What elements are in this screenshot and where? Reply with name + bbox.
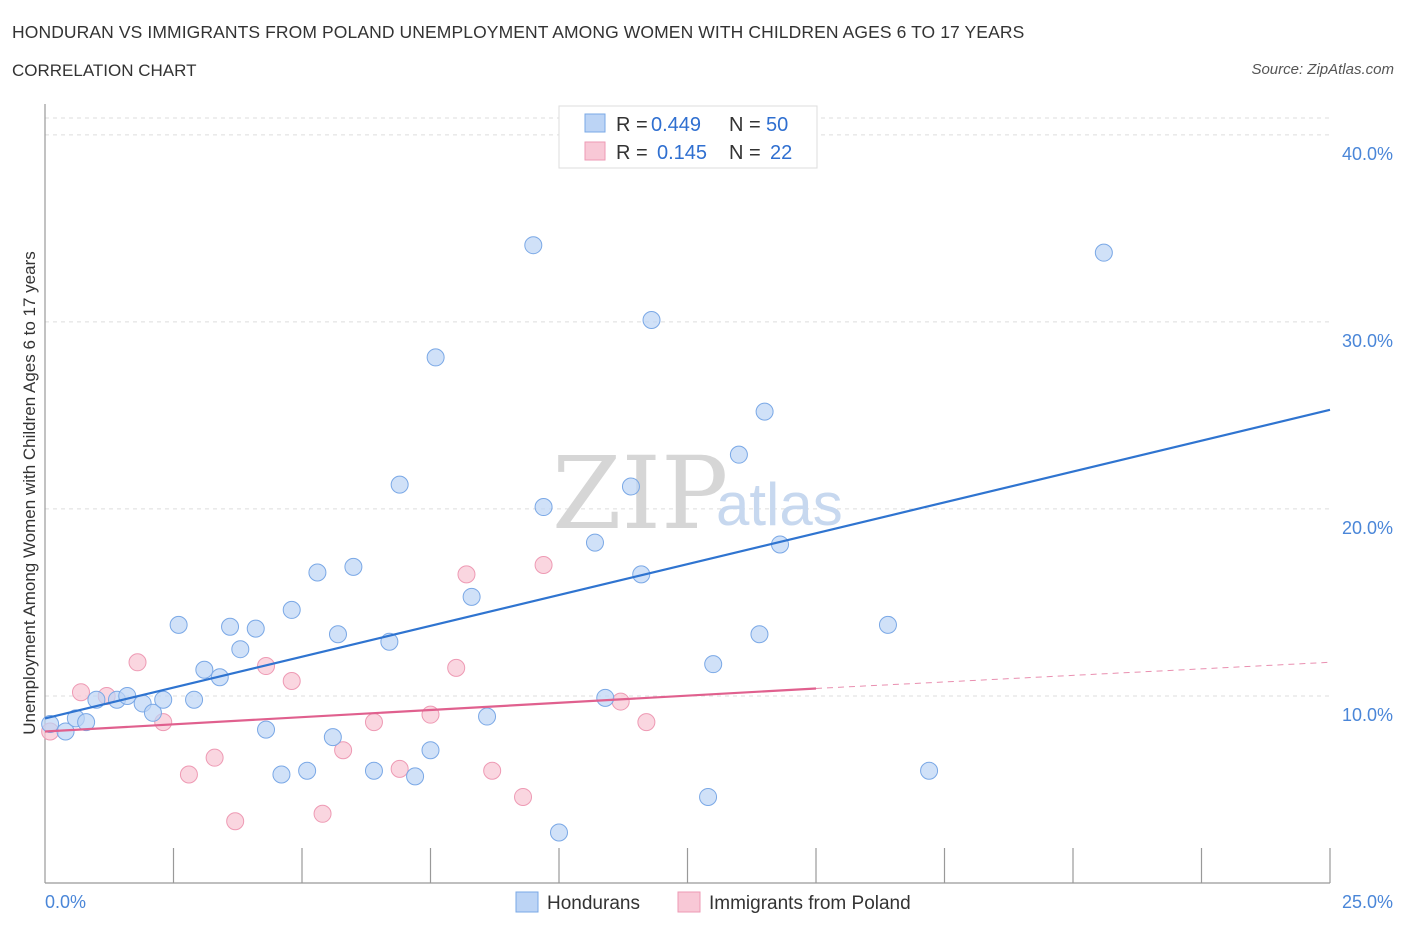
honduran-point bbox=[323, 728, 342, 747]
honduran-point bbox=[308, 563, 327, 582]
chart-title: HONDURAN VS IMMIGRANTS FROM POLAND UNEMP… bbox=[12, 22, 1025, 42]
honduran-point bbox=[406, 767, 425, 786]
honduran-point bbox=[755, 402, 774, 421]
honduran-point bbox=[1094, 243, 1113, 262]
y-axis-label: Unemployment Among Women with Children A… bbox=[20, 251, 39, 735]
honduran-point bbox=[231, 640, 250, 659]
series-hondurans-points bbox=[41, 236, 1113, 842]
honduran-point bbox=[621, 477, 640, 496]
honduran-point bbox=[704, 655, 723, 674]
y-tick-labels: 10.0% 20.0% 30.0% 40.0% bbox=[1342, 144, 1393, 725]
honduran-point bbox=[41, 715, 60, 734]
poland-point bbox=[483, 761, 502, 780]
poland-point bbox=[637, 713, 656, 732]
bottom-legend: Hondurans Immigrants from Poland bbox=[515, 891, 911, 914]
legend-r-label-2: R = bbox=[616, 142, 648, 164]
honduran-point bbox=[750, 625, 769, 644]
legend-box: R = 0.449 N = 50 R = 0.145 N = 22 bbox=[558, 105, 818, 169]
source-label: Source: ZipAtlas.com bbox=[1251, 61, 1394, 78]
honduran-point bbox=[221, 617, 240, 636]
honduran-point bbox=[462, 587, 481, 606]
honduran-point bbox=[390, 475, 409, 494]
honduran-point bbox=[272, 765, 291, 784]
honduran-point bbox=[421, 741, 440, 760]
honduran-point bbox=[585, 533, 604, 552]
bottom-legend-swatch-hondurans bbox=[515, 891, 539, 913]
y-tick-label: 30.0% bbox=[1342, 331, 1393, 351]
honduran-point bbox=[344, 557, 363, 576]
bottom-legend-label-hondurans: Hondurans bbox=[547, 893, 640, 914]
honduran-point bbox=[550, 823, 568, 842]
honduran-point bbox=[534, 498, 553, 517]
honduran-point bbox=[364, 761, 383, 780]
watermark: ZIP atlas bbox=[552, 435, 843, 552]
honduran-point bbox=[195, 660, 214, 679]
honduran-point bbox=[878, 615, 897, 634]
honduran-point bbox=[596, 688, 615, 707]
honduran-point bbox=[246, 619, 265, 638]
legend-r-value-2: 0.145 bbox=[657, 142, 707, 164]
honduran-point bbox=[257, 720, 276, 739]
y-tick-label: 40.0% bbox=[1342, 144, 1393, 164]
legend-swatch-poland bbox=[584, 141, 606, 161]
chart-subtitle: CORRELATION CHART bbox=[12, 61, 197, 80]
trendlines bbox=[44, 408, 1331, 733]
gridlines bbox=[45, 117, 1330, 697]
legend-n-label-2: N = bbox=[729, 142, 761, 164]
poland-point bbox=[364, 713, 383, 732]
honduran-point bbox=[154, 690, 173, 709]
watermark-zip: ZIP bbox=[552, 435, 728, 552]
poland-point bbox=[179, 765, 198, 784]
honduran-point bbox=[282, 600, 301, 619]
poland-point bbox=[447, 658, 466, 677]
legend-r-label-1: R = bbox=[616, 114, 648, 136]
poland-point bbox=[205, 748, 224, 767]
poland-point bbox=[226, 812, 245, 831]
honduran-point bbox=[729, 445, 748, 464]
legend-r-value-1: 0.449 bbox=[651, 114, 701, 136]
poland-point bbox=[534, 556, 553, 575]
x-tick-label: 25.0% bbox=[1342, 892, 1393, 912]
trendline-poland-extension bbox=[815, 661, 1331, 689]
honduran-point bbox=[699, 787, 718, 806]
legend-n-value-1: 50 bbox=[766, 114, 788, 136]
honduran-point bbox=[524, 236, 543, 255]
bottom-legend-label-poland: Immigrants from Poland bbox=[709, 893, 911, 914]
honduran-point bbox=[143, 703, 162, 722]
poland-point bbox=[457, 565, 476, 584]
honduran-point bbox=[426, 348, 445, 367]
legend-n-value-2: 22 bbox=[770, 142, 792, 164]
honduran-point bbox=[328, 625, 347, 644]
axes bbox=[44, 104, 1331, 884]
x-tick-label: 0.0% bbox=[45, 892, 86, 912]
honduran-point bbox=[298, 761, 317, 780]
honduran-point bbox=[771, 535, 790, 554]
honduran-point bbox=[642, 311, 661, 330]
trendline-poland bbox=[44, 687, 817, 733]
trendline-hondurans bbox=[44, 408, 1331, 720]
honduran-point bbox=[920, 761, 939, 780]
legend-n-label-1: N = bbox=[729, 114, 761, 136]
honduran-point bbox=[185, 690, 204, 709]
x-tick-labels: 0.0% 25.0% bbox=[45, 892, 1393, 912]
poland-point bbox=[313, 804, 332, 823]
honduran-point bbox=[169, 615, 188, 634]
honduran-point bbox=[77, 713, 96, 732]
poland-point bbox=[71, 683, 90, 702]
poland-point bbox=[128, 653, 147, 672]
y-tick-label: 10.0% bbox=[1342, 705, 1393, 725]
honduran-point bbox=[478, 707, 497, 726]
poland-point bbox=[611, 692, 630, 711]
y-tick-label: 20.0% bbox=[1342, 518, 1393, 538]
poland-point bbox=[282, 671, 301, 690]
watermark-atlas: atlas bbox=[716, 471, 843, 538]
bottom-legend-swatch-poland bbox=[677, 891, 701, 913]
poland-point bbox=[514, 787, 533, 806]
honduran-point bbox=[118, 686, 137, 705]
poland-point bbox=[334, 741, 353, 760]
poland-point bbox=[390, 759, 409, 778]
legend-swatch-hondurans bbox=[584, 113, 606, 133]
